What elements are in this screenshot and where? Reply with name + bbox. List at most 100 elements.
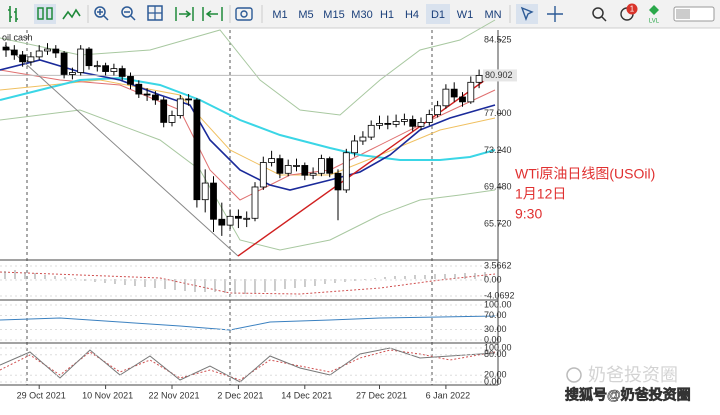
candle-body bbox=[2, 46, 10, 51]
screenshot-button[interactable] bbox=[235, 7, 253, 21]
candle-body bbox=[417, 122, 425, 127]
toggle-button[interactable] bbox=[673, 6, 715, 22]
annotation: WTi原油日线图(USOil) 1月12日 9:30 bbox=[515, 166, 655, 222]
candle-body bbox=[226, 215, 234, 226]
candle-button[interactable] bbox=[34, 4, 56, 24]
zoom-out-button[interactable] bbox=[121, 6, 136, 21]
chart-area bbox=[0, 30, 498, 385]
candle-body bbox=[201, 182, 209, 201]
candle-body bbox=[135, 83, 143, 95]
candle-body bbox=[342, 152, 350, 191]
candle-body bbox=[143, 93, 151, 96]
timeframe-button[interactable]: M30 bbox=[351, 9, 372, 21]
candle-body bbox=[317, 158, 325, 174]
x-tick-label: 22 Nov 2021 bbox=[148, 390, 199, 400]
candle-body bbox=[93, 65, 101, 68]
x-tick-label: 29 Oct 2021 bbox=[17, 390, 66, 400]
autoscroll-button[interactable] bbox=[175, 7, 194, 21]
candle-body bbox=[425, 114, 433, 123]
line-chart-button[interactable] bbox=[62, 8, 81, 20]
candle-body bbox=[293, 165, 300, 167]
current-price-label: 80.902 bbox=[485, 70, 513, 80]
panel-tick-label: 100.00 bbox=[484, 299, 512, 309]
x-tick-label: 14 Dec 2021 bbox=[281, 390, 332, 400]
timeframe-button[interactable]: H1 bbox=[380, 9, 394, 21]
candle-body bbox=[384, 122, 392, 125]
candle-body bbox=[44, 48, 51, 52]
panel-tick-label: 100.00 bbox=[484, 342, 512, 352]
candle-body bbox=[268, 158, 276, 163]
level-badge: LVL bbox=[649, 19, 660, 25]
timeframe-button[interactable]: M1 bbox=[272, 9, 287, 21]
candle-body bbox=[459, 96, 466, 103]
candle-body bbox=[52, 48, 60, 54]
annotation-line: 1月12日 bbox=[515, 186, 566, 202]
timeframe-button[interactable]: H4 bbox=[405, 9, 419, 21]
x-tick-label: 6 Jan 2022 bbox=[426, 390, 471, 400]
candle-body bbox=[351, 140, 359, 154]
bar-chart-button[interactable] bbox=[8, 6, 18, 22]
candle-body bbox=[376, 122, 383, 126]
watermark: 奶爸投资圈 bbox=[588, 365, 678, 385]
level-button[interactable]: LVL bbox=[649, 5, 660, 25]
candle-body bbox=[193, 99, 201, 201]
panel-tick-label: 80.00 bbox=[484, 349, 507, 359]
panel-tick-label: 70.00 bbox=[484, 310, 507, 320]
timeframe-button[interactable]: M15 bbox=[323, 9, 344, 21]
y-tick-label: 84.525 bbox=[484, 34, 512, 44]
panel-tick-label: -4.0692 bbox=[484, 290, 515, 300]
panel-tick-label: 0.00 bbox=[484, 376, 502, 386]
shift-button[interactable] bbox=[202, 7, 223, 21]
candle-body bbox=[19, 54, 27, 63]
candle-body bbox=[243, 217, 251, 220]
candle-body bbox=[27, 56, 35, 63]
candle-body bbox=[69, 72, 76, 75]
candle-body bbox=[127, 76, 134, 85]
candle-body bbox=[276, 158, 284, 174]
candle-body bbox=[10, 49, 18, 56]
panel-tick-label: 0.00 bbox=[484, 274, 502, 284]
y-tick-label: 65.720 bbox=[484, 218, 512, 228]
grid-button[interactable] bbox=[147, 5, 163, 21]
candle-body bbox=[334, 172, 342, 191]
panel-tick-label: 0.00 bbox=[484, 334, 502, 344]
watermark-logo bbox=[566, 367, 582, 383]
annotation-line: WTi原油日线图(USOil) bbox=[515, 166, 655, 182]
candle-body bbox=[210, 182, 217, 220]
plot: 84.525 77.000 73.240 69.480 65.720 80.902 29 O… bbox=[0, 34, 517, 400]
candle-body bbox=[251, 186, 259, 219]
crosshair-button[interactable] bbox=[547, 6, 563, 22]
search-button[interactable] bbox=[592, 7, 607, 22]
candle-body bbox=[35, 50, 43, 58]
candle-body bbox=[284, 165, 292, 174]
candle-body bbox=[475, 75, 483, 83]
x-tick-label: 27 Dec 2021 bbox=[356, 390, 407, 400]
candle-body bbox=[77, 48, 85, 73]
timeframe-button[interactable]: M5 bbox=[298, 9, 313, 21]
timeframe-button[interactable]: MN bbox=[484, 9, 501, 21]
notifications-button[interactable]: 1 bbox=[620, 3, 638, 21]
toolbar bbox=[0, 0, 720, 28]
panel-tick-label: 20.00 bbox=[484, 370, 507, 380]
x-tick-label: 10 Nov 2021 bbox=[82, 390, 133, 400]
candle-body bbox=[102, 65, 109, 72]
candle-body bbox=[326, 158, 334, 174]
candle-body bbox=[467, 81, 475, 103]
cursor-button[interactable] bbox=[516, 4, 538, 24]
panel-borders bbox=[0, 30, 499, 386]
annotation-line: 9:30 bbox=[515, 206, 542, 222]
candle-body bbox=[259, 162, 267, 188]
candle-body bbox=[301, 165, 309, 176]
candle-body bbox=[392, 121, 400, 125]
candle-body bbox=[434, 105, 442, 115]
x-tick-label: 2 Dec 2021 bbox=[217, 390, 263, 400]
zoom-in-button[interactable] bbox=[94, 6, 109, 21]
candle-body bbox=[176, 98, 184, 116]
candle-body bbox=[218, 218, 226, 226]
timeframe-button[interactable]: D1 bbox=[431, 9, 445, 21]
notification-badge: 1 bbox=[630, 5, 635, 14]
candle-body bbox=[359, 136, 367, 142]
timeframe-button[interactable]: W1 bbox=[457, 9, 474, 21]
credit: 搜狐号@奶爸投资圈 bbox=[565, 387, 691, 403]
